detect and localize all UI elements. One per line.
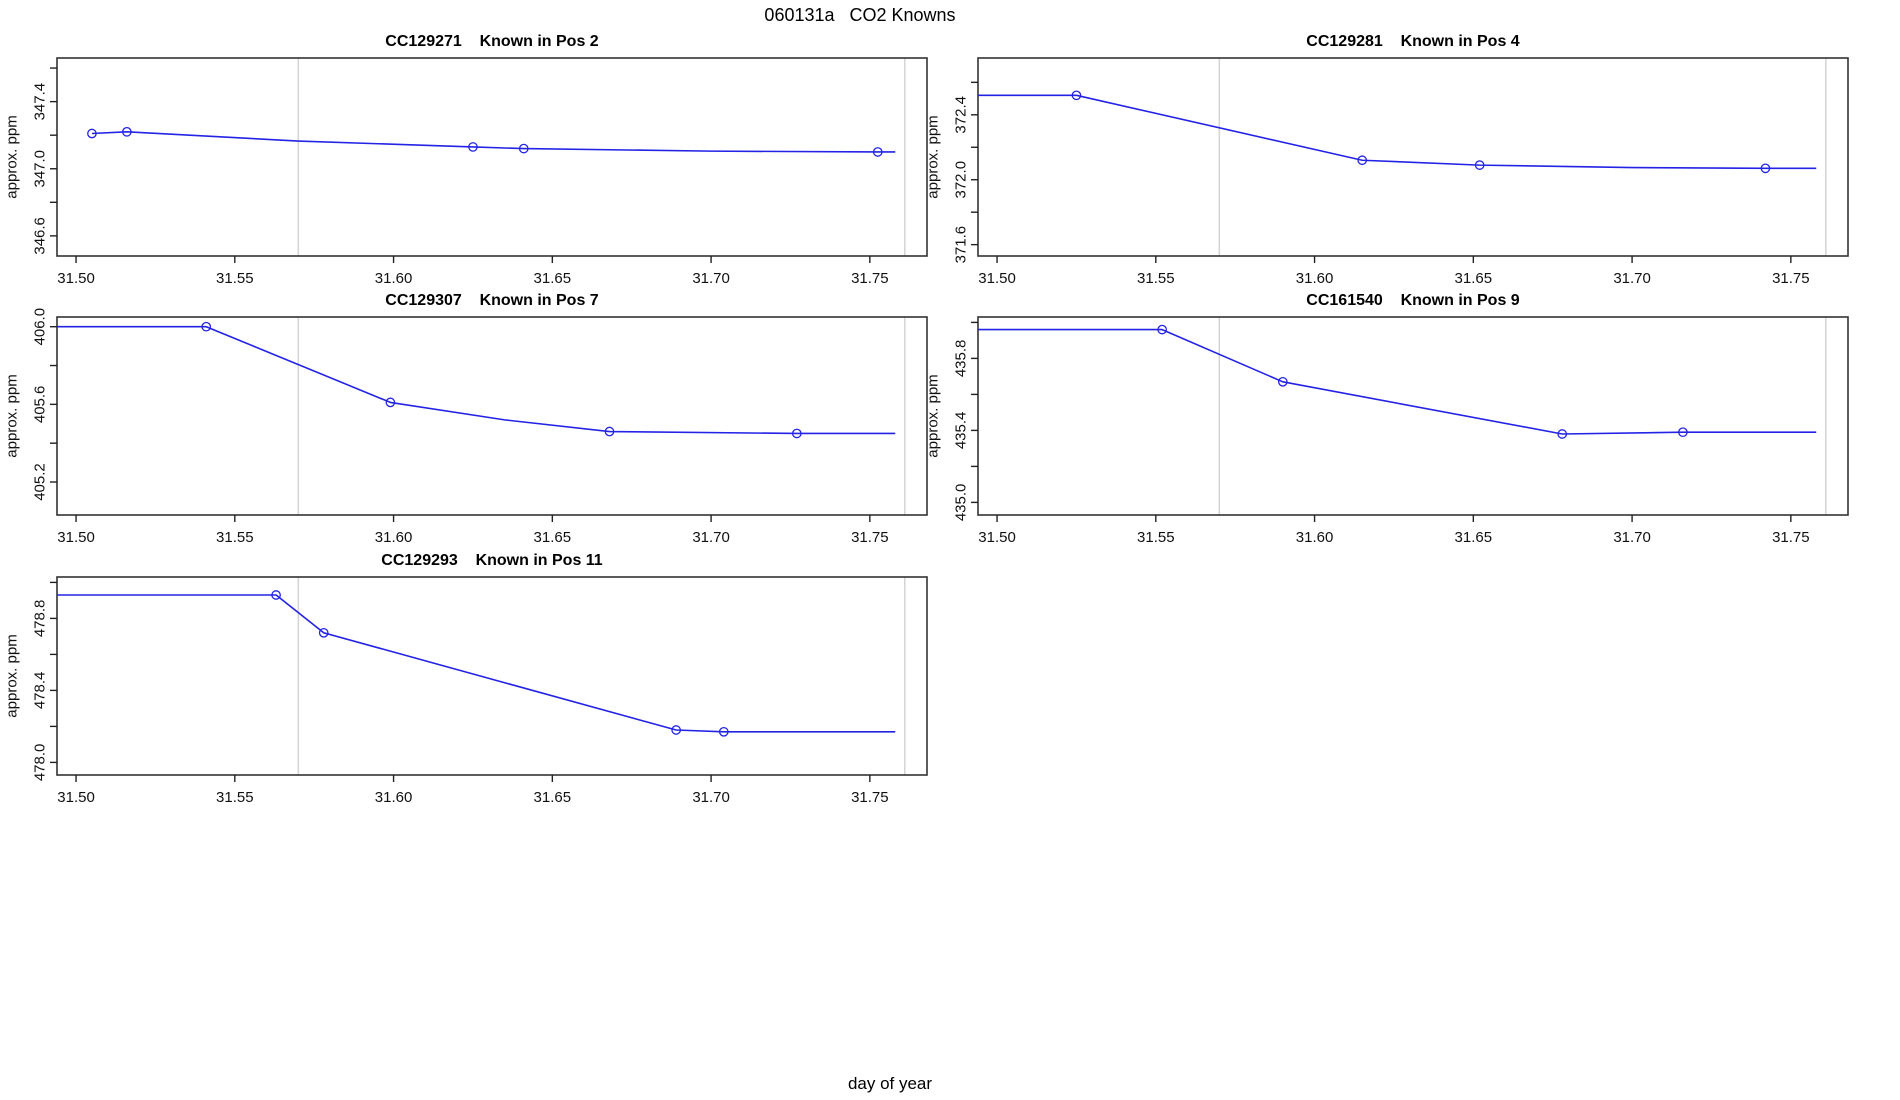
panel-title-pos4: CC129281 Known in Pos 4 [1306,33,1520,50]
x-tick-label: 31.65 [534,270,572,287]
plot-frame [977,316,1849,516]
plot-frame [977,57,1849,257]
data-point-marker [1760,163,1771,174]
panel-title-pos2: CC129271 Known in Pos 2 [385,33,599,50]
y-axis-label: approx. ppm [925,374,942,457]
y-tick-label: 406.0 [32,308,49,346]
data-point-marker [1277,376,1288,387]
data-point-marker [1557,429,1568,439]
series-line [978,328,1817,435]
x-tick-label: 31.55 [216,270,254,287]
panel-CC129307: 31.50 31.55 31.60 31.65 31.70 31.75 405.2 405.6… [4,308,928,546]
x-tick-label: 31.75 [851,789,889,806]
x-tick-label: 31.55 [216,789,254,806]
y-tick-label: 347.4 [32,83,49,121]
y-tick-label: 405.6 [32,386,49,424]
data-point-marker [1474,160,1485,170]
data-point-marker [271,590,281,600]
x-axis-figure-label: day of year [847,1074,933,1093]
x-tick-label: 31.55 [216,529,254,546]
x-tick-label: 31.50 [57,789,95,806]
data-point-marker [1157,324,1168,335]
y-tick-label: 435.8 [953,340,970,378]
x-tick-label: 31.65 [534,529,572,546]
data-point-marker [385,397,396,408]
x-tick-label: 31.55 [1137,270,1175,287]
x-tick-label: 31.60 [375,789,413,806]
plot-frame [56,576,928,776]
series-line [57,594,896,733]
data-point-marker [872,147,883,157]
x-tick-label: 31.75 [851,529,889,546]
x-tick-label: 31.65 [1455,270,1493,287]
data-point-marker [518,143,529,154]
panel-title-pos9: CC161540 Known in Pos 9 [1306,292,1520,309]
data-point-marker [791,428,802,439]
y-axis-label: approx. ppm [925,115,942,198]
x-tick-label: 31.50 [57,270,95,287]
panel-CC161540: 31.50 31.55 31.60 31.65 31.70 31.75 435.0 435.4… [925,316,1849,546]
x-tick-label: 31.50 [978,270,1016,287]
y-axis-label: approx. ppm [4,634,21,717]
y-tick-label: 435.0 [953,484,970,522]
data-point-marker [1678,427,1688,438]
y-tick-label: 372.0 [953,161,970,199]
x-tick-label: 31.65 [1455,529,1493,546]
x-tick-label: 31.70 [1613,270,1651,287]
series-line [57,325,896,435]
x-tick-label: 31.60 [375,270,413,287]
series-line [978,94,1817,170]
x-tick-label: 31.50 [57,529,95,546]
figure-title: 060131a CO2 Knowns [764,5,956,25]
series-line [91,131,896,153]
x-tick-label: 31.60 [375,529,413,546]
y-tick-label: 435.4 [953,412,970,450]
x-tick-label: 31.70 [692,529,730,546]
data-point-marker [1357,155,1368,166]
y-tick-label: 478.4 [32,672,49,710]
data-point-marker [122,126,132,137]
y-tick-label: 372.4 [953,96,970,134]
y-tick-label: 478.0 [32,744,49,782]
x-tick-label: 31.55 [1137,529,1175,546]
panel-title-pos7: CC129307 Known in Pos 7 [385,292,599,309]
data-point-marker [468,142,478,152]
panel-title-pos11: CC129293 Known in Pos 11 [381,552,603,569]
y-tick-label: 346.6 [32,217,49,255]
data-point-marker [201,321,212,332]
y-tick-label: 371.6 [953,226,970,264]
y-tick-label: 478.8 [32,600,49,638]
x-tick-label: 31.75 [1772,529,1810,546]
y-axis-label: approx. ppm [4,115,21,198]
data-point-marker [671,725,682,735]
x-tick-label: 31.60 [1296,270,1334,287]
data-point-marker [1071,90,1082,101]
plot-frame [56,57,928,257]
x-tick-label: 31.75 [851,270,889,287]
y-tick-label: 405.2 [32,463,49,501]
panel-CC129281: 31.50 31.55 31.60 31.65 31.70 31.75 371.6 372.0… [925,57,1849,287]
y-axis-label: approx. ppm [4,374,21,457]
x-tick-label: 31.70 [1613,529,1651,546]
x-tick-label: 31.75 [1772,270,1810,287]
panel-CC129293: 31.50 31.55 31.60 31.65 31.70 31.75 478.0 478.4… [4,576,928,806]
y-tick-label: 347.0 [32,150,49,188]
x-tick-label: 31.70 [692,789,730,806]
data-point-marker [318,627,329,638]
plot-frame [56,316,928,516]
x-tick-label: 31.60 [1296,529,1334,546]
x-tick-label: 31.65 [534,789,572,806]
x-tick-label: 31.50 [978,529,1016,546]
data-point-marker [87,128,97,139]
x-tick-label: 31.70 [692,270,730,287]
panel-CC129271: 31.50 31.55 31.60 31.65 31.70 31.75 346.6 347.0… [4,57,928,287]
data-point-marker [718,726,729,737]
data-point-marker [604,426,615,437]
